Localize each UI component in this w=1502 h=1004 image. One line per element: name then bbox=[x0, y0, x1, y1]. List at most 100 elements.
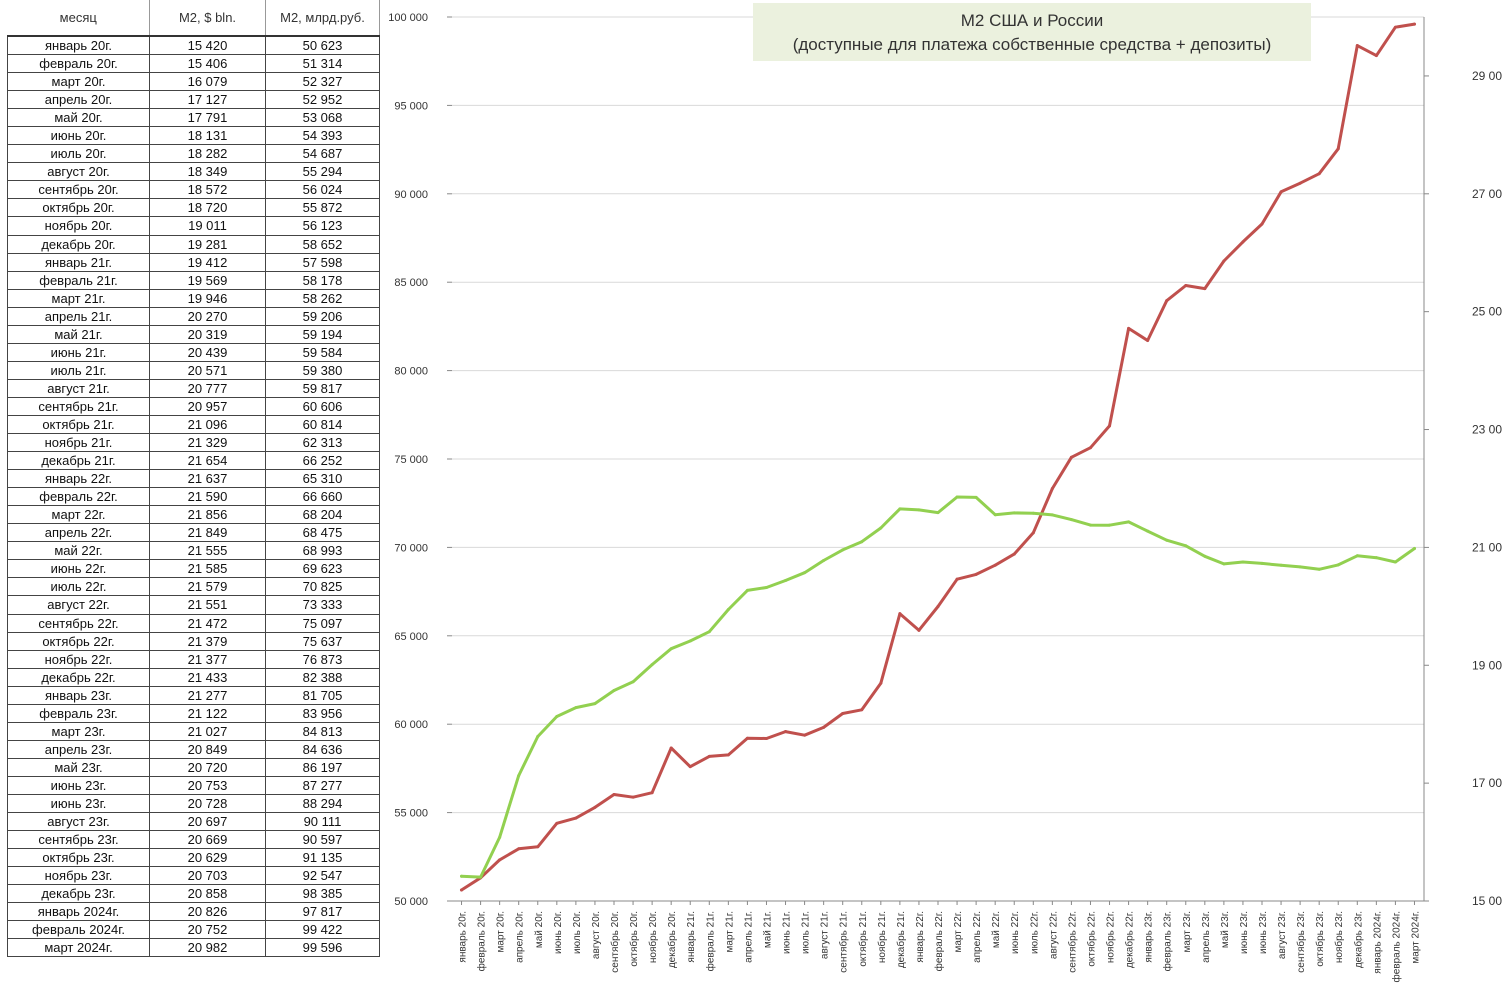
m2-rub-cell: 91 135 bbox=[265, 848, 380, 868]
m2-usd-cell: 21 590 bbox=[149, 487, 266, 507]
point-m2-usd bbox=[1184, 544, 1188, 548]
x-tick-label: март 20г. bbox=[496, 911, 507, 952]
m2-rub-cell: 59 584 bbox=[265, 342, 380, 362]
month-cell: октябрь 20г. bbox=[7, 198, 150, 218]
m2-rub-cell: 58 652 bbox=[265, 234, 380, 254]
m2-rub-cell: 75 637 bbox=[265, 631, 380, 651]
table-row: сентябрь 21г. 20 957 60 606 bbox=[7, 396, 380, 416]
m2-rub-cell: 88 294 bbox=[265, 793, 380, 814]
y-left-tick-label: 70 000 bbox=[394, 542, 428, 554]
x-tick-label: октябрь 22г. bbox=[1085, 911, 1097, 967]
point-m2-rub bbox=[574, 816, 578, 820]
table-row: март 21г. 19 946 58 262 bbox=[7, 288, 380, 308]
m2-rub-cell: 99 596 bbox=[265, 938, 380, 958]
header-month: месяц bbox=[7, 0, 150, 37]
m2-rub-cell: 65 310 bbox=[265, 469, 380, 489]
table-row: июнь 20г. 18 131 54 393 bbox=[7, 126, 380, 146]
x-tick-label: август 21г. bbox=[820, 911, 831, 959]
m2-usd-cell: 21 585 bbox=[149, 559, 266, 579]
x-tick-label: ноябрь 23г. bbox=[1333, 911, 1345, 963]
point-m2-rub bbox=[1050, 486, 1054, 490]
m2-rub-cell: 56 024 bbox=[265, 180, 380, 200]
table-row: февраль 23г. 21 122 83 956 bbox=[7, 703, 380, 723]
m2-usd-cell: 20 629 bbox=[149, 848, 266, 868]
data-table: месяц М2, $ bln. М2, млрд.руб. январь 20… bbox=[7, 0, 380, 958]
point-m2-rub bbox=[1298, 181, 1302, 185]
point-m2-usd bbox=[1298, 565, 1302, 569]
table-row: ноябрь 20г. 19 011 56 123 bbox=[7, 216, 380, 236]
point-m2-rub bbox=[803, 733, 807, 737]
point-m2-usd bbox=[745, 588, 749, 592]
m2-usd-cell: 21 329 bbox=[149, 433, 266, 453]
point-m2-usd bbox=[974, 495, 978, 499]
m2-usd-cell: 15 406 bbox=[149, 54, 266, 74]
month-cell: апрель 21г. bbox=[7, 306, 150, 326]
point-m2-rub bbox=[1317, 172, 1321, 176]
x-tick-label: февраль 21г. bbox=[704, 911, 716, 971]
table-row: июль 21г. 20 571 59 380 bbox=[7, 360, 380, 380]
m2-usd-cell: 21 277 bbox=[149, 685, 266, 705]
point-m2-rub bbox=[1260, 222, 1264, 226]
point-m2-rub bbox=[1069, 455, 1073, 459]
month-cell: сентябрь 20г. bbox=[7, 180, 150, 200]
x-tick-label: февраль 20г. bbox=[476, 911, 488, 971]
point-m2-usd bbox=[1355, 554, 1359, 558]
m2-rub-cell: 66 660 bbox=[265, 487, 380, 507]
point-m2-usd bbox=[1069, 518, 1073, 522]
point-m2-rub bbox=[536, 845, 540, 849]
m2-usd-cell: 19 569 bbox=[149, 270, 266, 290]
m2-rub-cell: 76 873 bbox=[265, 649, 380, 669]
m2-rub-cell: 90 111 bbox=[265, 812, 380, 832]
x-tick-label: июнь 21г. bbox=[782, 911, 793, 954]
m2-usd-cell: 21 849 bbox=[149, 523, 266, 543]
table-row: январь 2024г. 20 826 97 817 bbox=[7, 902, 380, 922]
point-m2-rub bbox=[593, 805, 597, 809]
x-tick-label: январь 23г. bbox=[1144, 911, 1155, 963]
x-tick-label: март 22г. bbox=[953, 911, 964, 952]
table-row: февраль 21г. 19 569 58 178 bbox=[7, 270, 380, 290]
month-cell: сентябрь 23г. bbox=[7, 830, 150, 850]
point-m2-usd bbox=[803, 571, 807, 575]
point-m2-usd bbox=[536, 735, 540, 739]
month-cell: март 21г. bbox=[7, 288, 150, 308]
point-m2-usd bbox=[860, 540, 864, 544]
month-cell: август 20г. bbox=[7, 162, 150, 182]
x-tick-label: июль 20г. bbox=[572, 911, 583, 954]
m2-rub-cell: 53 068 bbox=[265, 108, 380, 128]
point-m2-rub bbox=[650, 791, 654, 795]
point-m2-usd bbox=[1088, 523, 1092, 527]
m2-usd-cell: 21 654 bbox=[149, 451, 266, 471]
month-cell: ноябрь 21г. bbox=[7, 433, 150, 453]
m2-usd-cell: 20 728 bbox=[149, 793, 266, 814]
point-m2-usd bbox=[1012, 511, 1016, 515]
m2-usd-cell: 21 637 bbox=[149, 469, 266, 489]
point-m2-rub bbox=[955, 577, 959, 581]
m2-rub-cell: 97 817 bbox=[265, 902, 380, 922]
point-m2-usd bbox=[784, 578, 788, 582]
m2-rub-cell: 68 204 bbox=[265, 505, 380, 525]
y-left-tick-label: 100 000 bbox=[388, 12, 428, 24]
y-left-tick-label: 60 000 bbox=[394, 719, 428, 731]
m2-rub-cell: 92 547 bbox=[265, 866, 380, 886]
point-m2-rub bbox=[1184, 284, 1188, 288]
y-left-tick-label: 80 000 bbox=[394, 366, 428, 378]
point-m2-rub bbox=[612, 792, 616, 796]
month-cell: апрель 22г. bbox=[7, 523, 150, 543]
point-m2-usd bbox=[460, 874, 464, 878]
m2-usd-cell: 18 131 bbox=[149, 126, 266, 146]
m2-usd-cell: 21 379 bbox=[149, 631, 266, 651]
table-row: август 22г. 21 551 73 333 bbox=[7, 595, 380, 615]
m2-usd-cell: 20 826 bbox=[149, 902, 266, 922]
table-row: декабрь 22г. 21 433 82 388 bbox=[7, 667, 380, 687]
m2-rub-cell: 84 636 bbox=[265, 739, 380, 759]
point-m2-usd bbox=[1222, 562, 1226, 566]
month-cell: декабрь 21г. bbox=[7, 451, 150, 471]
m2-usd-cell: 18 720 bbox=[149, 198, 266, 218]
point-m2-usd bbox=[1412, 546, 1416, 550]
m2-usd-cell: 19 011 bbox=[149, 216, 266, 236]
x-tick-label: апрель 20г. bbox=[515, 911, 526, 963]
table-row: май 23г. 20 720 86 197 bbox=[7, 757, 380, 777]
point-m2-usd bbox=[993, 513, 997, 517]
y-right-tick-label: 23 000 bbox=[1472, 423, 1502, 437]
month-cell: август 22г. bbox=[7, 595, 150, 615]
